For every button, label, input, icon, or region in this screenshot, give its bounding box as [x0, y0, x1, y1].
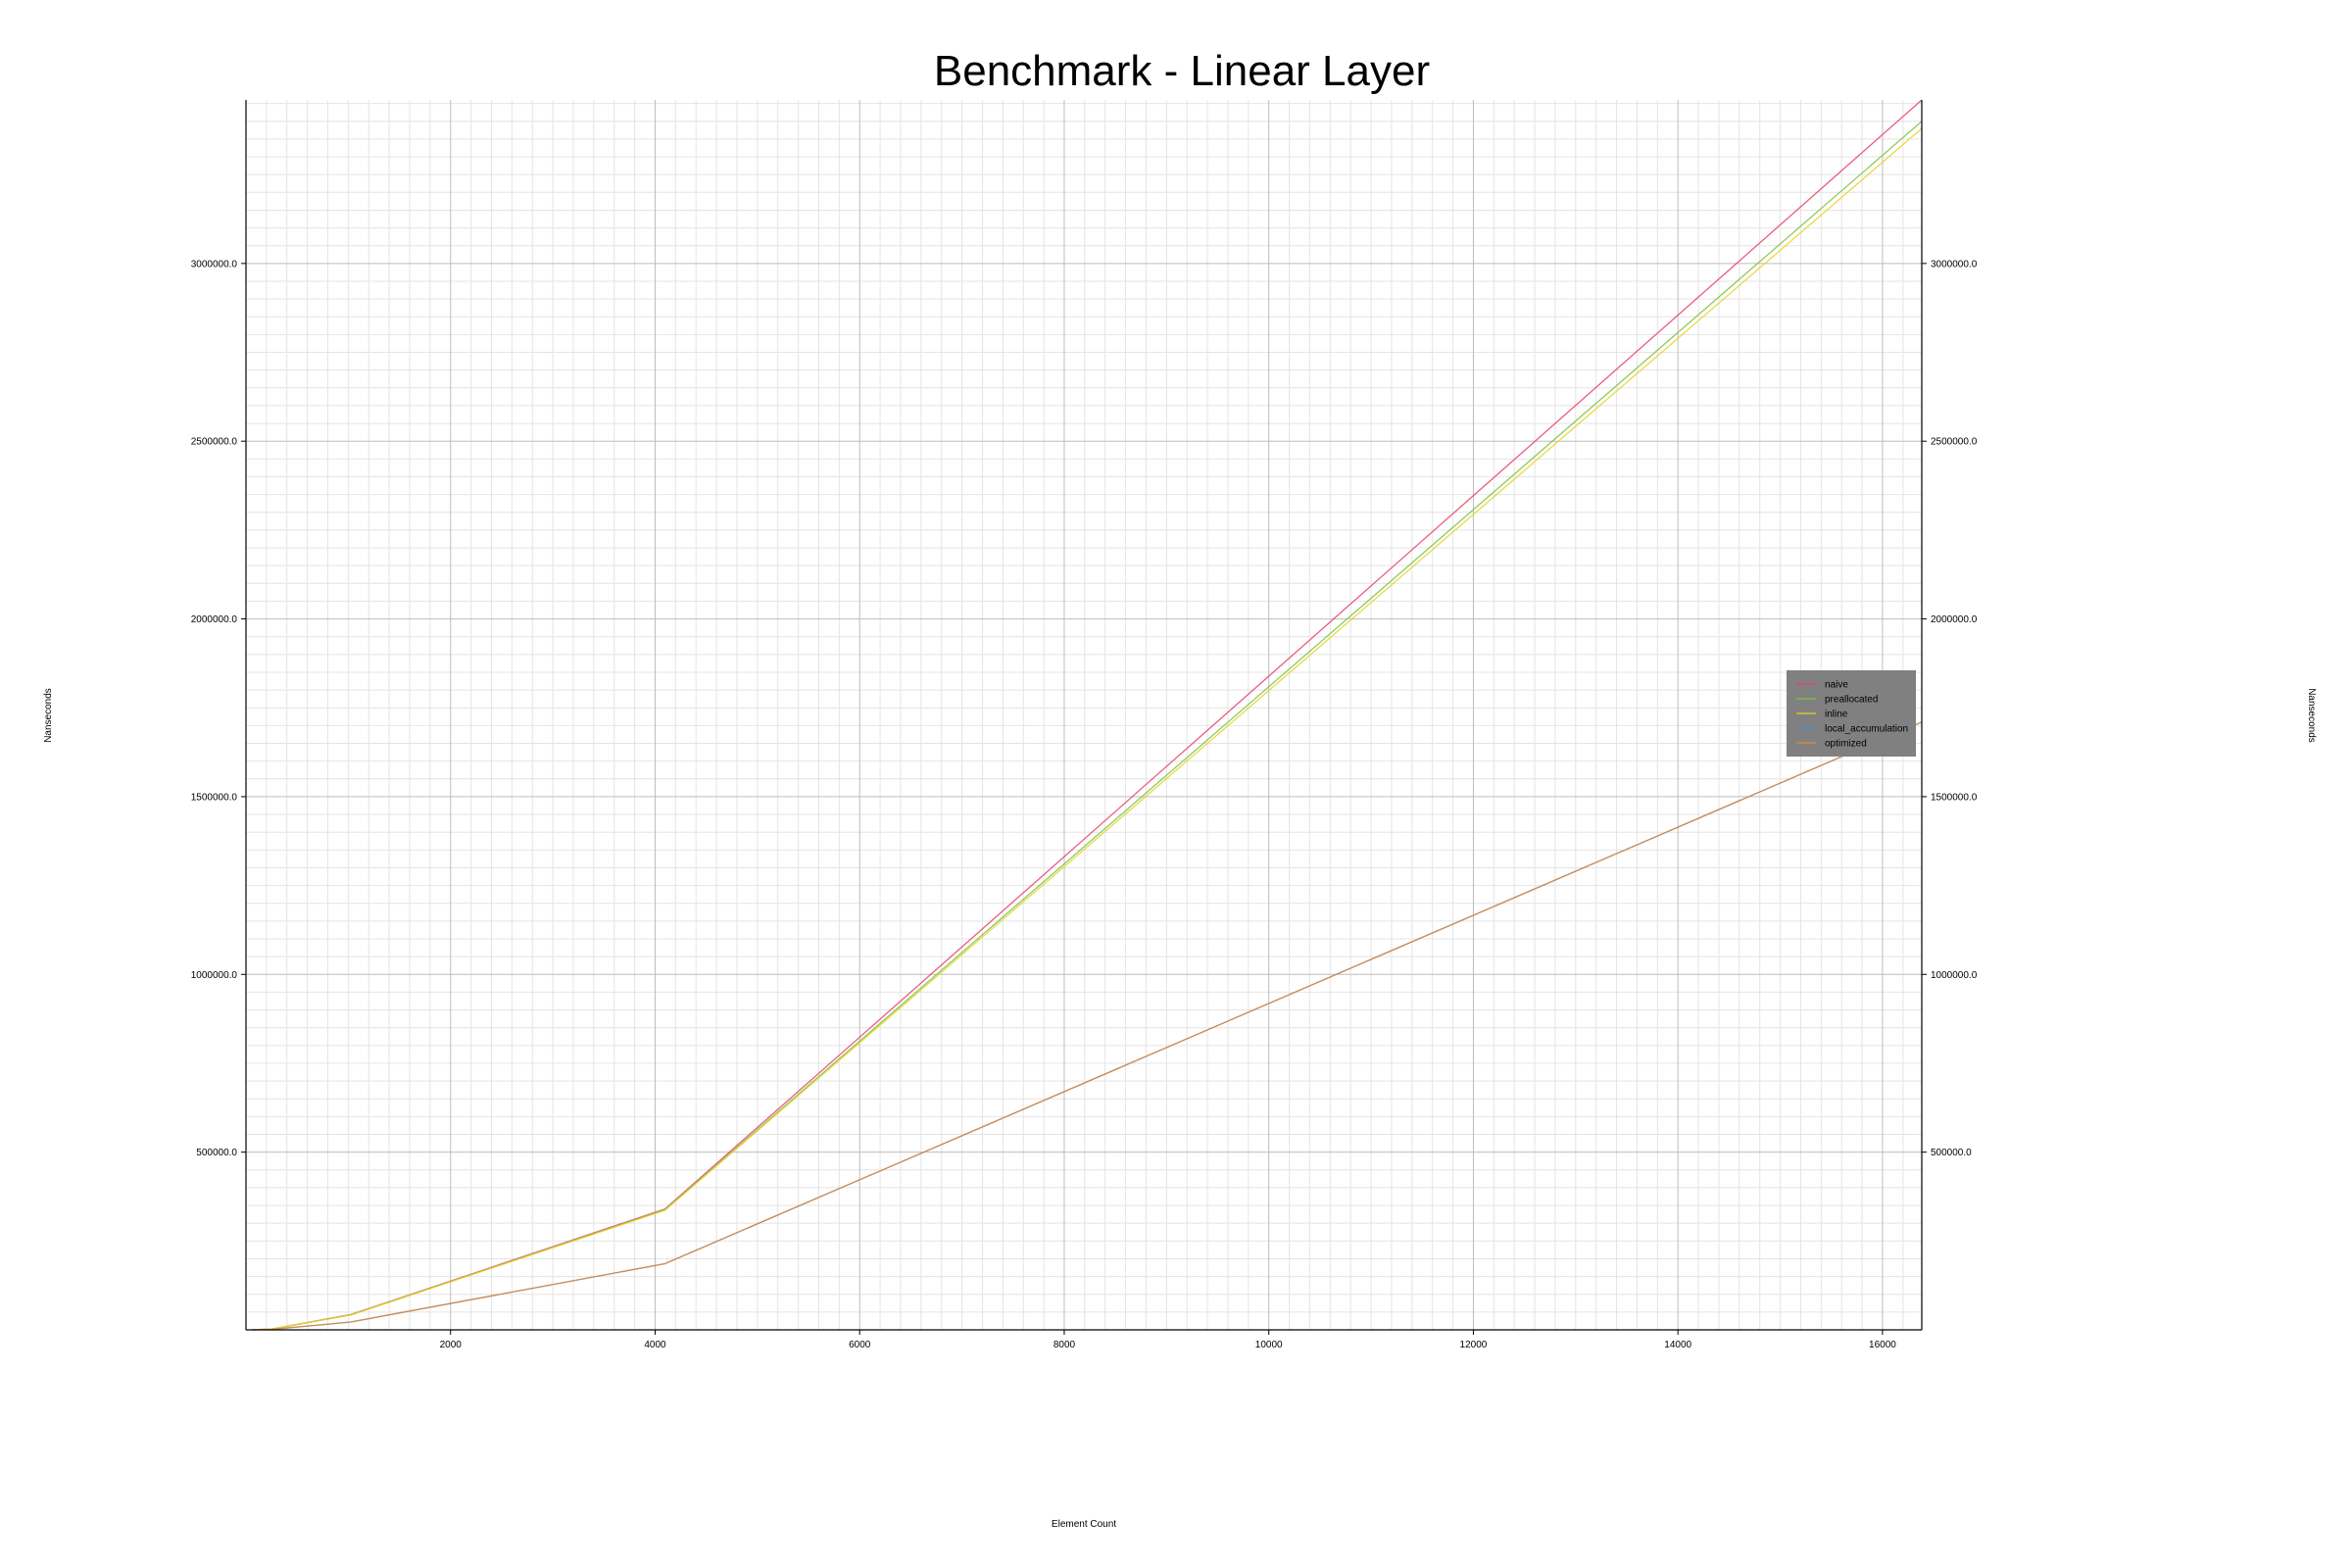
series-line-naive [252, 99, 1923, 1331]
y-tick-label-left: 3000000.0 [191, 259, 238, 270]
y-ticks-left: 500000.0 1000000.0 1500000.0 2000000.0 25000… [191, 259, 246, 1158]
x-tick-label: 6000 [849, 1340, 871, 1350]
legend-label-preallocated: preallocated [1825, 695, 1878, 706]
x-tick-label: 4000 [644, 1340, 666, 1350]
series-line-optimized [252, 721, 1923, 1331]
x-tick-label: 10000 [1255, 1340, 1283, 1350]
x-tick-label: 2000 [440, 1340, 463, 1350]
y-tick-label-right: 1000000.0 [1931, 970, 1978, 981]
y-tick-label-right: 500000.0 [1931, 1148, 1972, 1158]
y-tick-label-left: 1500000.0 [191, 792, 238, 803]
minor-grid [246, 100, 1922, 1330]
y-tick-label-right: 2000000.0 [1931, 614, 1978, 625]
y-tick-label-left: 1000000.0 [191, 970, 238, 981]
y-ticks-right: 500000.0 1000000.0 1500000.0 2000000.0 25000… [1922, 259, 1978, 1158]
y-tick-label-right: 1500000.0 [1931, 792, 1978, 803]
x-tick-label: 12000 [1460, 1340, 1488, 1350]
series-line-inline [252, 127, 1923, 1331]
y-tick-label-right: 3000000.0 [1931, 259, 1978, 270]
y-tick-label-left: 2500000.0 [191, 437, 238, 448]
y-tick-label-right: 2500000.0 [1931, 437, 1978, 448]
legend-label-optimized: optimized [1825, 739, 1867, 750]
y-tick-label-left: 500000.0 [196, 1148, 237, 1158]
x-tick-label: 16000 [1869, 1340, 1896, 1350]
x-axis-label: Element Count [1052, 1519, 1116, 1530]
series-lines [252, 99, 1923, 1331]
x-tick-label: 8000 [1054, 1340, 1076, 1350]
y-axis-label-left: Nanseconds [43, 688, 54, 743]
legend: naive preallocated inline local_accumulatio… [1787, 670, 1916, 757]
legend-items: naive preallocated inline local_accumulatio… [1796, 680, 1908, 750]
legend-label-naive: naive [1825, 680, 1848, 691]
legend-label-local_accumulation: local_accumulation [1825, 724, 1908, 735]
legend-label-inline: inline [1825, 710, 1848, 720]
y-tick-label-left: 2000000.0 [191, 614, 238, 625]
axes [245, 100, 1923, 1331]
series-line-local_accumulation [252, 721, 1923, 1331]
y-axis-label-right: Nanseconds [2306, 688, 2317, 743]
x-ticks: 2000 4000 6000 8000 10000 12000 14000 16000 [440, 1330, 1896, 1350]
x-tick-label: 14000 [1664, 1340, 1691, 1350]
major-grid [246, 100, 1922, 1330]
chart-title: Benchmark - Linear Layer [934, 47, 1430, 95]
